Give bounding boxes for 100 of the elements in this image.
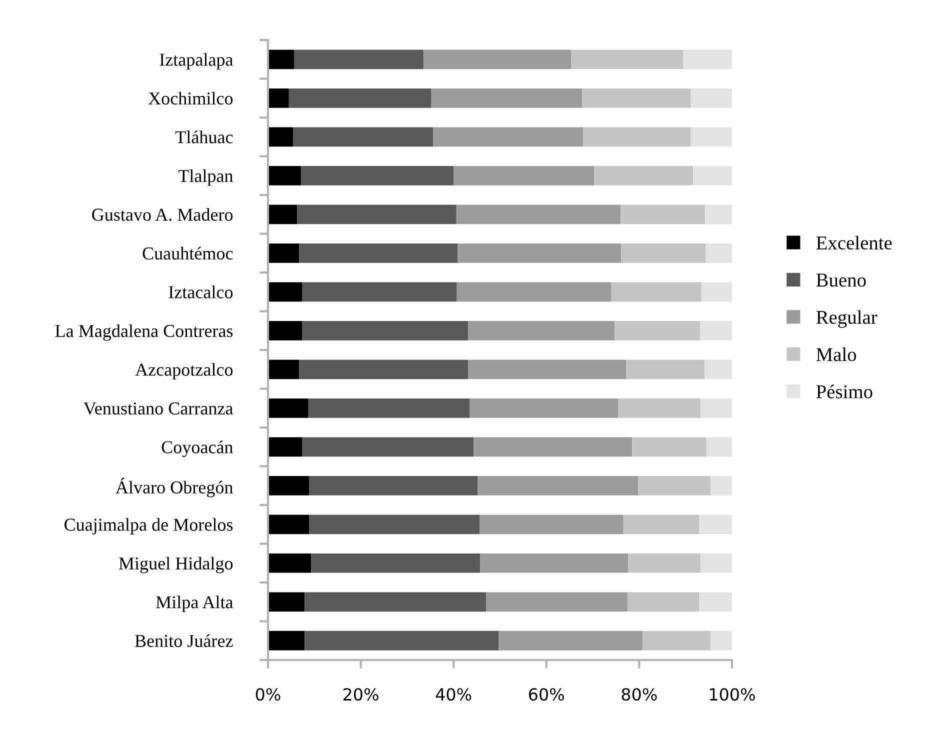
bar [300, 166, 454, 186]
bar [621, 243, 706, 263]
y-tick-label: Azcapotzalco [135, 363, 233, 380]
legend-label: Malo [816, 347, 856, 362]
bar [618, 398, 700, 418]
bar [268, 360, 300, 380]
bar [570, 50, 684, 70]
bar [268, 514, 310, 534]
bar [583, 127, 691, 147]
x-tick-label: 40% [436, 688, 472, 701]
y-tick-label: Gustavo A. Madero [92, 208, 233, 221]
bar [304, 592, 486, 612]
bar [454, 166, 594, 186]
bar [268, 398, 308, 418]
bar [304, 630, 499, 650]
bar [470, 398, 618, 418]
bar [268, 282, 302, 302]
bar [268, 166, 301, 186]
y-tick-label: Tlalpan [178, 169, 234, 186]
legend-label: Bueno [816, 274, 866, 287]
y-tick-label: Benito Juárez [135, 634, 233, 648]
bar [693, 166, 732, 186]
bar [690, 127, 732, 147]
y-tick-label: Tláhuac [175, 130, 233, 144]
y-tick-label: Cuajimalpa de Morelos [64, 518, 233, 534]
bar [302, 282, 457, 302]
bar [268, 320, 302, 340]
bar [297, 204, 456, 224]
bar [706, 243, 732, 263]
y-tick-label: Milpa Alta [156, 596, 234, 612]
bar [268, 127, 294, 147]
y-tick-label: Coyoacán [162, 440, 233, 458]
bar [456, 282, 612, 302]
x-tick-label: 100% [710, 688, 755, 701]
bar [268, 243, 300, 263]
bar [268, 630, 305, 650]
bar [311, 553, 480, 573]
bar [699, 592, 732, 612]
bar [638, 476, 711, 496]
bar [433, 127, 584, 147]
y-tick-label: Iztapalapa [160, 53, 234, 70]
bar [302, 320, 468, 340]
bar [700, 398, 732, 418]
y-tick-label: Miguel Hidalgo [118, 556, 233, 574]
y-tick-label: Iztacalco [168, 286, 233, 298]
bar [614, 320, 700, 340]
bar [582, 88, 691, 108]
bar [498, 630, 642, 650]
bar [268, 88, 289, 108]
bar [299, 243, 458, 263]
bar [700, 553, 732, 573]
bar [268, 592, 305, 612]
bar [710, 476, 732, 496]
y-tick-label: La Magdalena Contreras [55, 324, 233, 341]
bar [628, 553, 700, 573]
x-tick-label: 80% [622, 688, 657, 701]
bar [268, 476, 310, 496]
bar [620, 204, 706, 224]
bar [701, 282, 732, 302]
bar [486, 592, 628, 612]
bar [642, 630, 711, 650]
y-tick-label: Cuauhtémoc [142, 246, 233, 260]
bar [294, 50, 424, 70]
bar [690, 88, 732, 108]
bar [468, 360, 626, 380]
x-tick-label: 0% [256, 688, 280, 701]
bar [302, 437, 474, 457]
bar [268, 437, 302, 457]
bar [309, 476, 478, 496]
bar [474, 437, 632, 457]
bar [704, 360, 732, 380]
bar [309, 514, 480, 534]
bar [293, 127, 434, 147]
bar [458, 243, 622, 263]
legend-label: Pésimo [816, 384, 872, 398]
y-tick-label: Venustiano Carranza [84, 402, 234, 415]
bar [268, 204, 298, 224]
bar [480, 514, 624, 534]
bar [478, 476, 638, 496]
x-tick-label: 60% [529, 688, 564, 701]
bar [683, 50, 732, 70]
x-tick-label: 20% [344, 688, 378, 701]
y-tick-label: Xochimilco [148, 92, 233, 105]
bar [431, 88, 582, 108]
bar [626, 360, 705, 380]
bar [308, 398, 470, 418]
bar [706, 437, 732, 457]
bar [268, 50, 294, 70]
bar [480, 553, 628, 573]
bar [456, 204, 621, 224]
bar [299, 360, 468, 380]
bar [632, 437, 706, 457]
bar [700, 320, 732, 340]
bar [628, 592, 700, 612]
bar [423, 50, 571, 70]
bar [594, 166, 694, 186]
bar [288, 88, 432, 108]
bar [268, 553, 312, 573]
bar [468, 320, 615, 340]
y-tick-label: Álvaro Obregón [116, 478, 234, 498]
